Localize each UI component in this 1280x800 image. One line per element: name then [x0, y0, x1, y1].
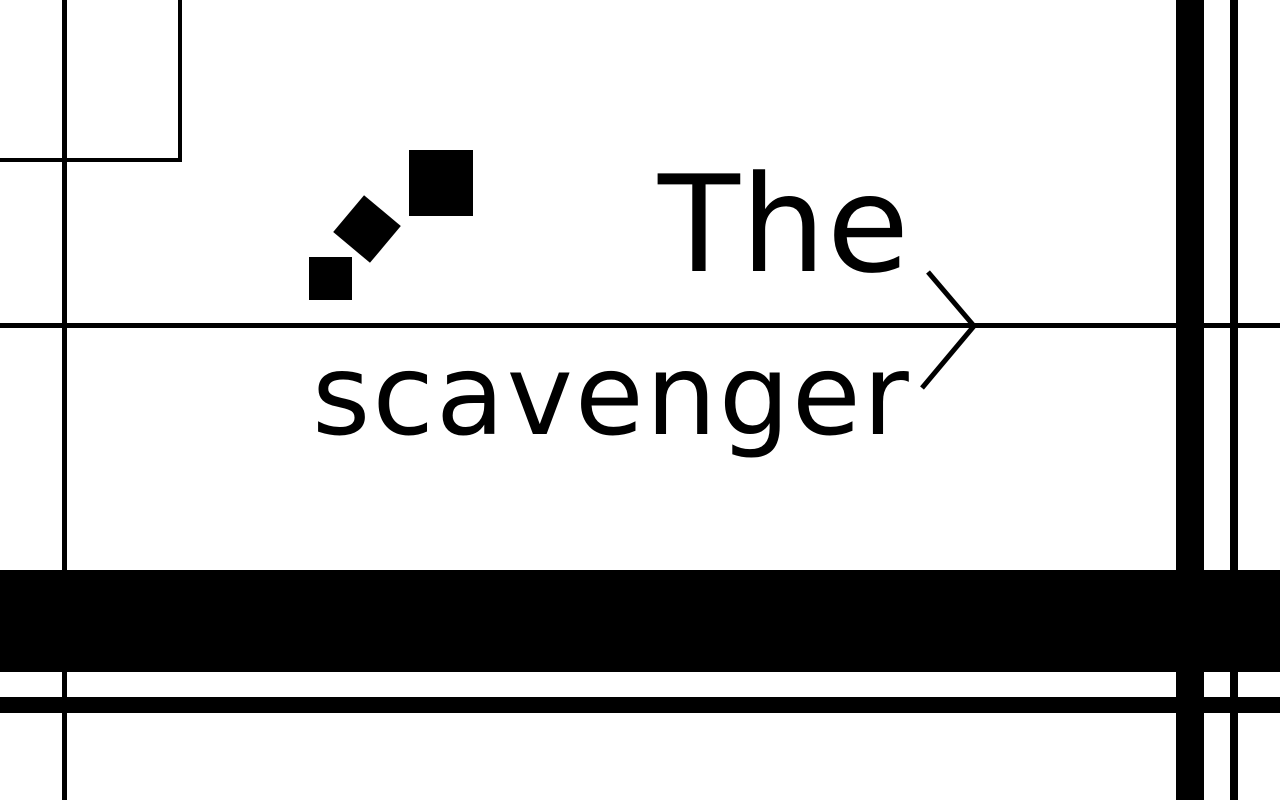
- right-thick-vertical-bar: [1176, 0, 1204, 800]
- horizontal-divider-line: [0, 323, 1280, 328]
- left-vertical-line: [62, 0, 67, 800]
- bottom-thick-band: [0, 570, 1280, 672]
- top-left-box: [0, 0, 182, 162]
- right-thin-vertical-line: [1230, 0, 1238, 800]
- game-title-line2: scavenger: [312, 331, 911, 461]
- logo-square-large: [409, 150, 473, 216]
- logo-square-tilted: [333, 195, 401, 263]
- logo-square-small: [309, 257, 352, 300]
- game-title-line1: The: [658, 147, 911, 303]
- bottom-thin-line: [0, 697, 1280, 713]
